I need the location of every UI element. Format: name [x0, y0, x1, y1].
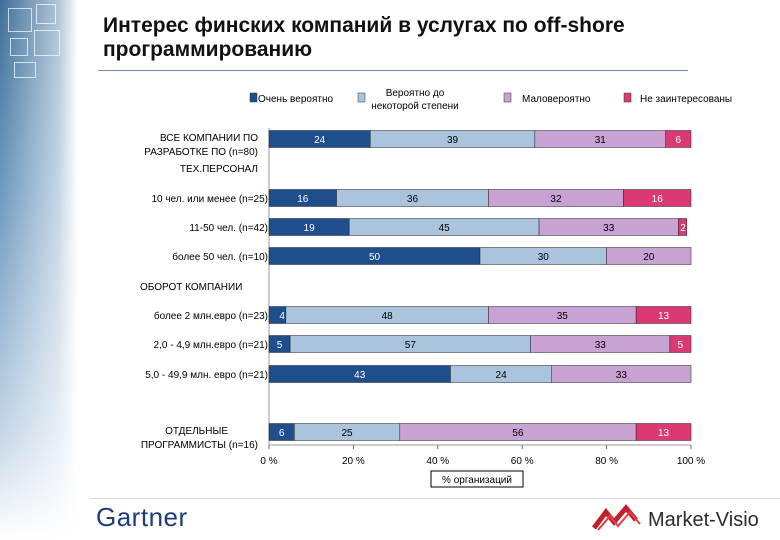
row-label: 5,0 - 49,9 млн. евро (n=21) [145, 370, 268, 381]
row-label: 10 чел. или менее (n=25) [151, 194, 268, 205]
data-label: 50 [369, 252, 381, 263]
data-label: 43 [354, 370, 366, 381]
legend-swatch [623, 92, 632, 103]
data-label: 19 [304, 223, 316, 234]
bar-segment [678, 218, 688, 236]
data-label: 24 [314, 135, 326, 146]
data-label: 30 [538, 252, 550, 263]
row-label: ОТДЕЛЬНЫЕ [165, 426, 228, 437]
row-label: РАЗРАБОТКЕ ПО (n=80) [144, 147, 258, 158]
market-visio-logo-mark [592, 504, 641, 531]
data-label: 25 [342, 428, 354, 439]
x-tick-label: 60 % [511, 456, 534, 467]
legend-swatch [357, 92, 366, 103]
row-label: ВСЕ КОМПАНИИ ПО [160, 133, 258, 144]
x-tick-label: 0 % [260, 456, 277, 467]
legend-label: некоторой степени [371, 101, 459, 112]
row-label: 11-50 чел. (n=42) [189, 223, 268, 234]
data-label: 16 [297, 194, 309, 205]
data-label: 35 [557, 311, 569, 322]
data-label: 31 [595, 135, 607, 146]
x-tick-label: 20 % [342, 456, 365, 467]
row-label: 2,0 - 4,9 млн.евро (n=21) [154, 340, 268, 351]
decorative-fade [0, 0, 78, 540]
data-label: 33 [603, 223, 615, 234]
x-axis-label: % организаций [442, 475, 512, 486]
legend-label: Маловероятно [522, 94, 591, 105]
bar-segment [665, 130, 692, 148]
row-label: более 50 чел. (n=10) [172, 251, 268, 263]
bar-segment [635, 423, 692, 441]
bar-segment [551, 365, 692, 383]
data-label: 57 [405, 340, 417, 351]
data-label: 20 [643, 252, 655, 263]
data-label: 56 [512, 428, 524, 439]
legend-label: Очень вероятно [258, 94, 333, 105]
data-label: 13 [658, 428, 670, 439]
x-tick-label: 80 % [595, 456, 618, 467]
page-title: Интерес финских компаний в услугах по of… [103, 14, 625, 61]
bar-segment [623, 189, 692, 207]
bar-segment [635, 306, 692, 324]
bar-segment [606, 247, 692, 265]
data-label: 6 [279, 428, 285, 439]
stacked-bar-chart: Очень вероятно Вероятно до некоторой степе… [140, 88, 732, 488]
title-underline [98, 70, 688, 71]
section-header-label: ОБОРОТ КОМПАНИИ [140, 282, 242, 293]
bar-segment [669, 335, 692, 353]
data-label: 2 [680, 223, 686, 234]
data-label: 39 [447, 135, 459, 146]
market-visio-logo: Market-Visio [648, 509, 759, 531]
data-label: 32 [550, 194, 562, 205]
row-label: ТЕХ.ПЕРСОНАЛ [180, 164, 258, 175]
data-label: 33 [595, 340, 607, 351]
row-label: более 2 млн.евро (n=23) [154, 310, 268, 322]
data-label: 24 [496, 370, 508, 381]
data-label: 33 [616, 370, 628, 381]
legend-label: Не заинтересованы [640, 94, 732, 105]
legend-swatch [249, 92, 258, 103]
footer-divider [90, 498, 780, 499]
data-label: 5 [678, 340, 684, 351]
x-tick-label: 40 % [426, 456, 449, 467]
x-axis-label-box [430, 470, 524, 488]
data-label: 45 [439, 223, 451, 234]
legend-swatch [503, 92, 512, 103]
data-label: 13 [658, 311, 670, 322]
legend-label: Вероятно до [386, 88, 445, 99]
data-label: 48 [382, 311, 394, 322]
data-label: 16 [652, 194, 664, 205]
gartner-logo: Gartner [96, 502, 188, 532]
data-label: 36 [407, 194, 419, 205]
row-label: ПРОГРАММИСТЫ (n=16) [141, 440, 258, 451]
data-label: 4 [279, 311, 285, 322]
data-label: 5 [277, 340, 283, 351]
x-tick-label: 100 % [677, 456, 705, 467]
data-label: 6 [676, 135, 682, 146]
